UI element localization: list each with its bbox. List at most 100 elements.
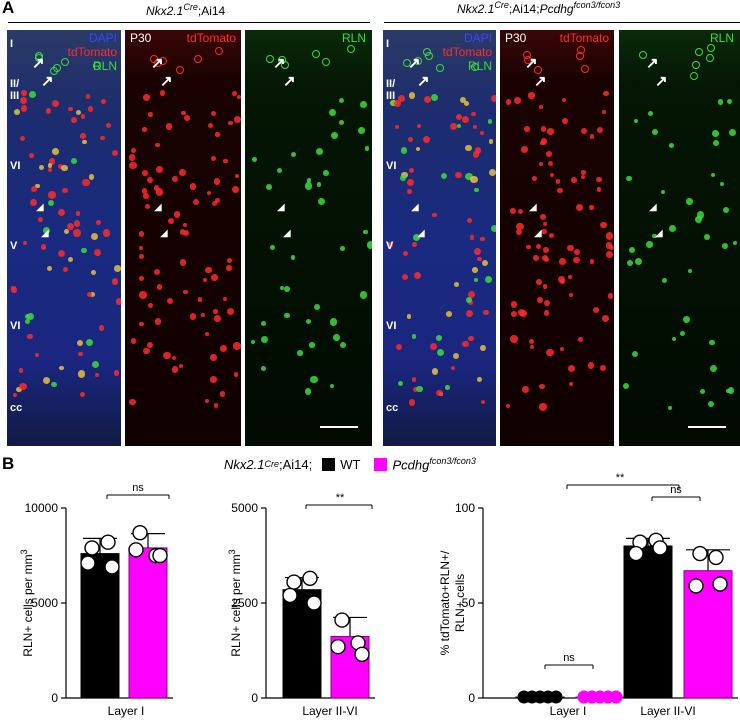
- age-label: P30: [505, 31, 527, 45]
- group-2-title: Nkx2.1Cre;Ai14;Pcdhgfcon3/fcon3: [457, 0, 621, 16]
- micrograph-1-2: ↗ ↗ ◢ ◢ P30 tdTomato: [125, 30, 241, 446]
- bar: [575, 696, 625, 699]
- significance-label: ns: [670, 484, 682, 496]
- bar: [128, 547, 168, 699]
- layer-label: V: [10, 240, 18, 252]
- channel-legend: DAPI tdTomato RLN: [68, 31, 117, 73]
- x-category-label: Layer II-VI: [302, 704, 357, 718]
- data-point: [593, 690, 607, 704]
- group-1-title: Nkx2.1Cre;Ai14: [146, 2, 226, 18]
- data-point: [286, 574, 302, 590]
- y-tick-label: 0: [468, 691, 475, 705]
- data-point: [354, 646, 370, 662]
- rln-label: RLN: [92, 59, 117, 73]
- bar: [623, 545, 673, 699]
- data-point: [132, 525, 148, 541]
- y-tick-label: 10000: [25, 501, 59, 515]
- tdtomato-label: tdTomato: [559, 31, 609, 45]
- data-point: [652, 540, 668, 556]
- micrograph-1-1: ↗ ↗ ◢ ◢ DAPI tdTomato RLN I II/ III VI V VI cc: [7, 30, 121, 446]
- group-2-underline: [384, 22, 740, 23]
- data-point: [84, 540, 100, 556]
- legend-swatch-wt: [322, 457, 336, 471]
- data-point: [100, 534, 116, 550]
- data-point: [632, 534, 648, 550]
- micrograph-2-2: ↗ ↗ ◢ ◢ P30 tdTomato: [500, 30, 614, 446]
- data-point: [525, 690, 539, 704]
- dapi-label: DAPI: [463, 31, 492, 45]
- legend-swatch-mutant: [374, 457, 388, 471]
- bar: [80, 553, 120, 699]
- tdtomato-label: tdTomato: [67, 45, 117, 59]
- data-point: [80, 555, 96, 571]
- data-point: [148, 547, 164, 564]
- y-axis-label: RLN+ cells per mm3: [227, 549, 243, 656]
- data-point: [692, 545, 708, 562]
- layer-label: VI: [386, 320, 397, 332]
- data-point: [334, 612, 350, 628]
- group-1-underline: [8, 22, 370, 23]
- y-tick-label: 5000: [31, 596, 58, 610]
- bar: [330, 635, 370, 699]
- rln-label: RLN: [467, 59, 492, 73]
- data-point: [609, 690, 623, 704]
- y-tick-label: 5000: [231, 501, 258, 515]
- data-point: [533, 690, 547, 704]
- data-point: [541, 690, 555, 704]
- channel-legend: DAPI tdTomato RLN: [443, 31, 492, 73]
- panel-b-letter: B: [2, 454, 15, 473]
- micrograph-1-3: ↗ ↗ ◢ ◢ RLN: [245, 30, 372, 446]
- bar: [683, 570, 733, 699]
- data-point: [152, 547, 168, 564]
- rln-label: RLN: [341, 31, 366, 45]
- data-point: [350, 635, 366, 651]
- data-point: [330, 639, 346, 655]
- tdtomato-label: tdTomato: [442, 45, 492, 59]
- data-point: [104, 559, 120, 575]
- x-category-label: Layer I: [108, 704, 145, 718]
- y-axis-label-line2: RLN+ cells: [453, 574, 467, 632]
- bar: [282, 589, 322, 699]
- layer-label: II/ III: [10, 78, 20, 102]
- micrograph-2-3: ↗ ↗ ◢ ◢ RLN: [619, 30, 740, 446]
- tdtomato-label: tdTomato: [186, 31, 236, 45]
- y-tick-label: 50: [462, 596, 476, 610]
- layer-label: cc: [10, 402, 23, 414]
- layer-label: VI: [10, 160, 21, 172]
- data-point: [601, 690, 615, 704]
- x-category-label: Layer II-VI: [640, 704, 695, 718]
- data-point: [712, 576, 728, 592]
- data-point: [628, 545, 644, 562]
- layer-label: VI: [386, 160, 397, 172]
- significance-label: ns: [132, 482, 144, 494]
- scale-bar: [688, 426, 726, 428]
- layer-label: I: [10, 38, 14, 50]
- layer-label: VI: [10, 320, 21, 332]
- micrograph-2-1: ↗ ↗ ◢ ◢ DAPI tdTomato RLN I II/ III VI V VI cc: [383, 30, 496, 446]
- significance-label: ns: [563, 652, 575, 664]
- rln-label: RLN: [709, 31, 734, 45]
- data-point: [648, 532, 664, 548]
- data-point: [708, 549, 724, 566]
- data-point: [577, 690, 591, 704]
- layer-label: V: [386, 240, 394, 252]
- layer-label: II/ III: [386, 78, 396, 102]
- y-axis-label: RLN+ cells per mm3: [19, 549, 35, 656]
- panel-a-letter: A: [2, 0, 15, 17]
- bar: [515, 696, 565, 699]
- dapi-label: DAPI: [88, 31, 117, 45]
- data-point: [585, 690, 599, 704]
- legend: Nkx2.1 Cre ;Ai14; WT Pcdhgfcon3/fcon3: [224, 456, 476, 473]
- legend-label-wt: WT: [340, 456, 361, 472]
- y-axis-label: % tdTomato+RLN+/: [438, 550, 452, 655]
- layer-label: I: [386, 38, 390, 50]
- significance-label: **: [616, 472, 625, 484]
- y-tick-label: 2500: [231, 596, 258, 610]
- legend-label-mutant: Pcdhgfcon3/fcon3: [392, 456, 476, 473]
- layer-label: cc: [386, 402, 399, 414]
- x-category-label: Layer I: [550, 704, 587, 718]
- data-point: [306, 595, 322, 611]
- data-point: [128, 542, 144, 558]
- y-tick-label: 0: [251, 691, 258, 705]
- data-point: [282, 587, 298, 604]
